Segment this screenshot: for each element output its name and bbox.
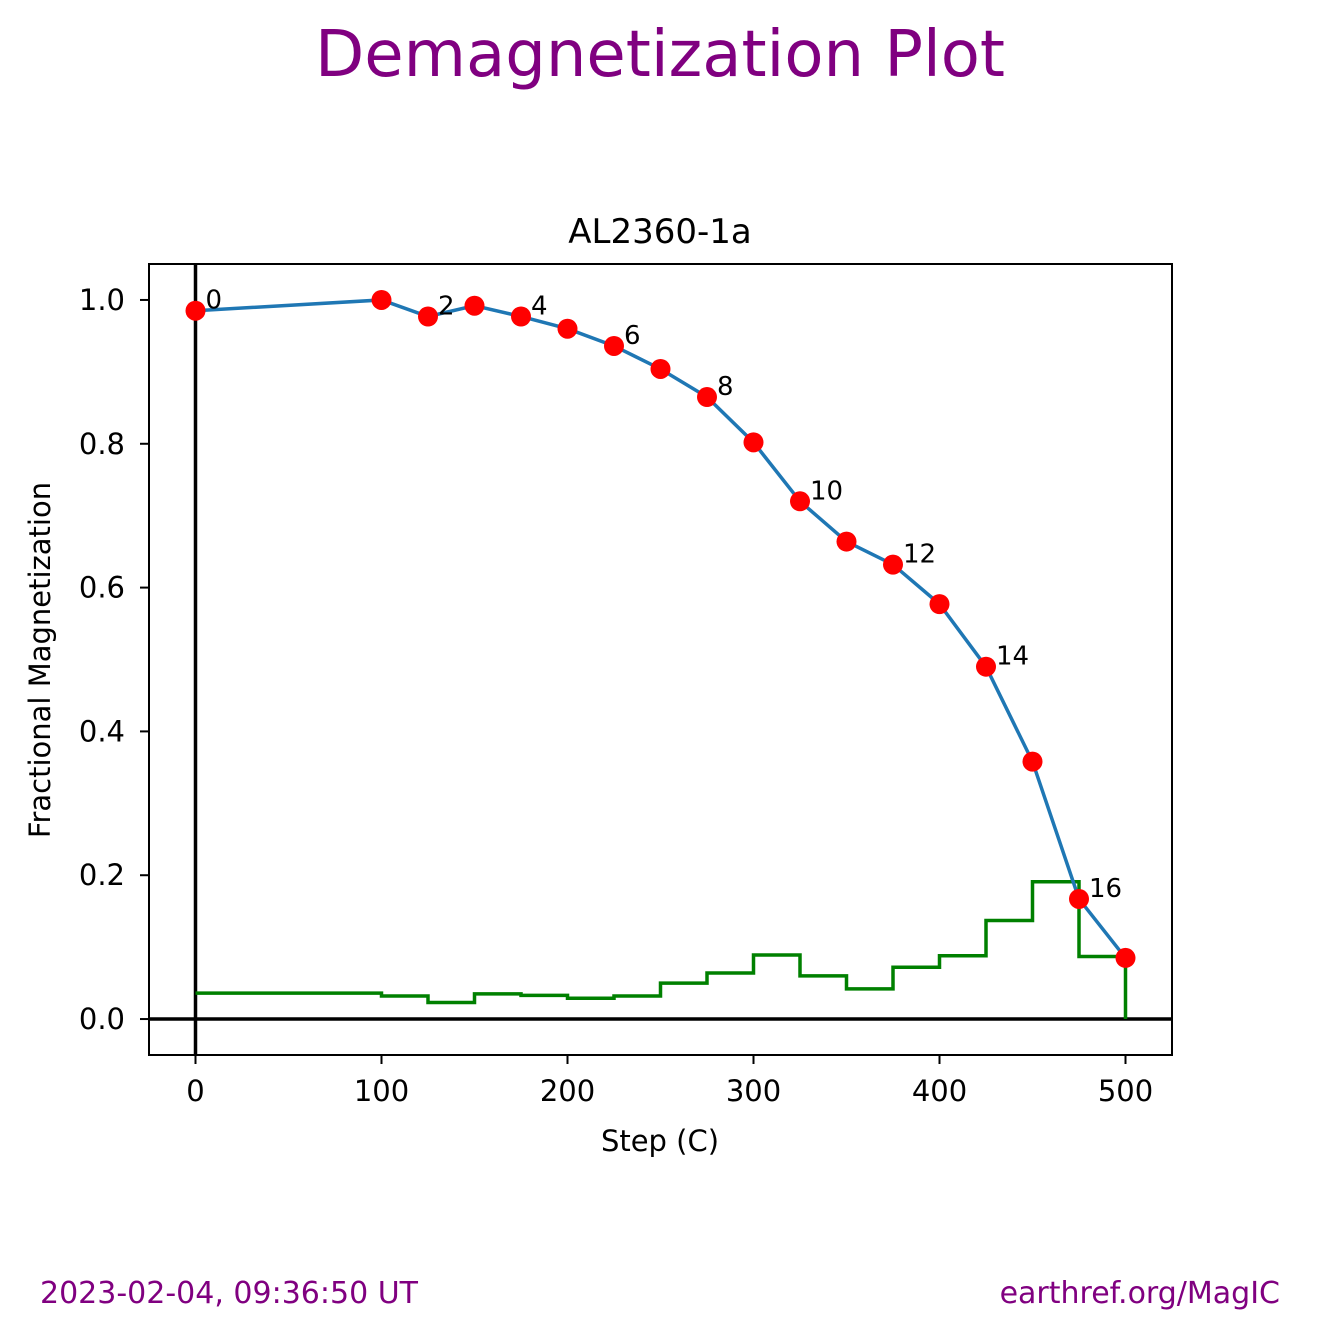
data-point: [976, 656, 996, 677]
y-tick-label: 0.4: [79, 714, 125, 748]
chart-title: AL2360-1a: [568, 212, 751, 252]
data-point: [185, 300, 206, 321]
data-point: [929, 594, 950, 615]
timestamp-footer: 2023-02-04, 09:36:50 UT: [40, 1276, 418, 1311]
point-label: 12: [903, 540, 936, 570]
data-point: [1115, 947, 1136, 968]
point-label: 14: [996, 642, 1029, 672]
x-tick-label: 0: [186, 1074, 204, 1108]
point-label: 2: [438, 291, 455, 321]
data-point: [418, 306, 438, 327]
point-label: 0: [206, 286, 223, 316]
data-point: [697, 387, 717, 408]
x-axis-label: Step (C): [601, 1124, 719, 1158]
y-axis-label: Fractional Magnetization: [23, 482, 57, 838]
data-point: [511, 306, 531, 327]
plot-area: 0 2 4 6 8 10 12 14 16: [148, 263, 1173, 1056]
data-point: [371, 289, 392, 310]
y-tick-label: 1.0: [79, 283, 125, 317]
x-tick-label: 300: [726, 1074, 781, 1108]
plot-frame: [148, 263, 1173, 1056]
data-point: [650, 358, 671, 379]
y-tick-label: 0.6: [79, 571, 125, 605]
y-tick-label: 0.8: [79, 427, 125, 461]
magnetization-series-line: [195, 298, 1127, 960]
data-point: [790, 491, 810, 512]
step-series-line: [195, 879, 1128, 1020]
point-label: 10: [810, 476, 843, 506]
source-link-footer[interactable]: earthref.org/MagIC: [999, 1276, 1280, 1311]
x-tick-label: 100: [354, 1074, 409, 1108]
x-tick-label: 200: [540, 1074, 595, 1108]
figure-suptitle: Demagnetization Plot: [314, 18, 1006, 92]
data-point: [836, 531, 857, 552]
data-point: [557, 318, 578, 339]
y-tick-label: 0.0: [79, 1002, 125, 1036]
x-tick-label: 500: [1098, 1074, 1153, 1108]
data-point: [464, 295, 485, 316]
point-label: 6: [624, 321, 641, 351]
data-point: [1069, 888, 1089, 909]
point-label: 4: [531, 291, 548, 321]
x-tick-label: 400: [912, 1074, 967, 1108]
point-label: 8: [717, 372, 734, 402]
data-point: [604, 335, 624, 356]
data-point: [743, 432, 764, 453]
y-tick-label: 0.2: [79, 858, 125, 892]
point-label: 16: [1089, 874, 1122, 904]
data-point: [1022, 751, 1043, 772]
data-point: [883, 554, 903, 575]
